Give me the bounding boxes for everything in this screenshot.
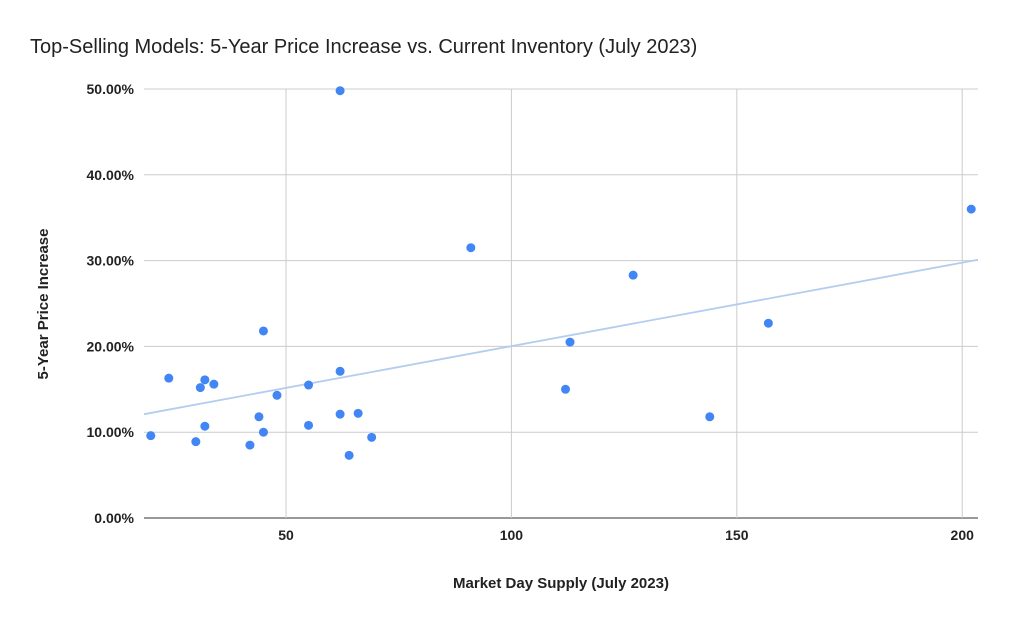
data-point (258, 326, 268, 336)
data-point (164, 373, 174, 383)
data-point (200, 375, 210, 385)
x-tick-label: 50 (278, 527, 294, 543)
data-point (353, 408, 363, 418)
x-tick-label: 200 (951, 527, 975, 543)
data-point (565, 337, 575, 347)
trendline (143, 258, 979, 416)
data-point (195, 383, 205, 393)
data-point (304, 420, 314, 430)
data-point (367, 432, 377, 442)
data-point (245, 440, 255, 450)
data-point (209, 379, 219, 389)
y-tick-label: 10.00% (87, 424, 135, 440)
data-point (258, 427, 268, 437)
x-tick-label: 150 (725, 527, 749, 543)
y-tick-label: 30.00% (87, 253, 135, 269)
data-point (628, 270, 638, 280)
data-point (200, 421, 210, 431)
data-point (966, 204, 976, 214)
data-point (146, 431, 156, 441)
chart-title: Top-Selling Models: 5-Year Price Increas… (30, 36, 697, 58)
data-point (335, 366, 345, 376)
data-point (344, 450, 354, 460)
x-axis-label: Market Day Supply (July 2023) (453, 575, 669, 592)
data-point (335, 409, 345, 419)
y-tick-label: 50.00% (87, 81, 135, 97)
data-point (191, 437, 201, 447)
y-tick-label: 0.00% (94, 510, 134, 526)
data-point (335, 86, 345, 96)
data-point (272, 390, 282, 400)
y-tick-label: 20.00% (87, 338, 135, 354)
y-axis-label: 5-Year Price Increase (35, 229, 52, 380)
data-point (254, 412, 264, 422)
x-tick-label: 100 (500, 527, 524, 543)
data-point (763, 318, 773, 328)
data-point (304, 380, 314, 390)
y-tick-label: 40.00% (87, 167, 135, 183)
data-point (466, 243, 476, 253)
data-point (561, 384, 571, 394)
data-point (705, 412, 715, 422)
